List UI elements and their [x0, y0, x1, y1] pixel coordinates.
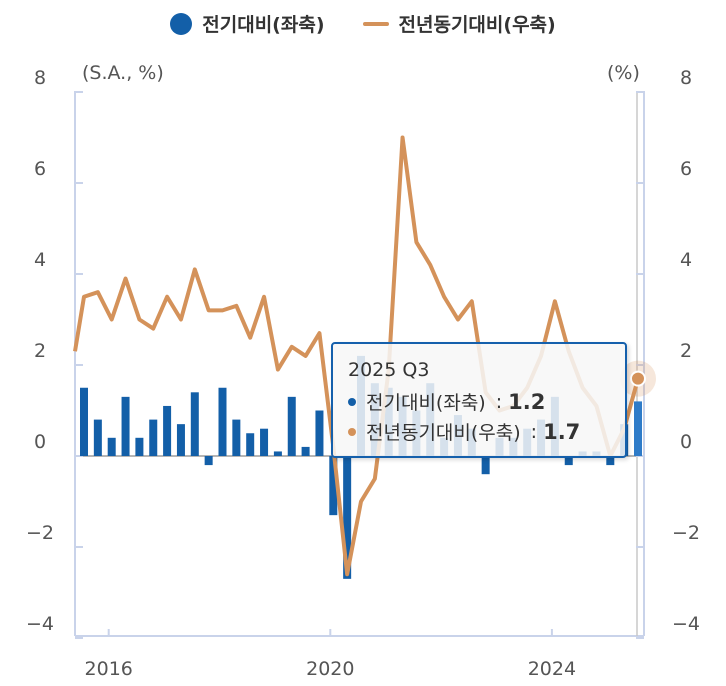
right-tick-label: 8	[680, 67, 692, 89]
left-tick-label: 8	[34, 67, 46, 89]
right-tick-label: −4	[672, 613, 700, 635]
bar	[204, 456, 213, 466]
x-tick-label: 2020	[306, 658, 354, 680]
bar	[135, 437, 144, 456]
bar	[232, 419, 241, 456]
right-tick-label: 6	[680, 158, 692, 180]
left-tick-label: −4	[26, 613, 54, 635]
tooltip: 2025 Q3 전기대비(좌축) : 1.2 전년동기대비(우축) : 1.7	[331, 342, 627, 458]
legend: 전기대비(좌축) 전년동기대비(우축)	[0, 10, 726, 37]
tooltip-qoq-label: 전기대비(좌축)	[366, 392, 486, 414]
bar	[176, 424, 185, 456]
tooltip-period: 2025 Q3	[348, 359, 430, 381]
bar	[218, 387, 227, 456]
x-tick-label: 2024	[528, 658, 576, 680]
right-tick-label: 0	[680, 431, 692, 453]
right-axis-unit: (%)	[607, 62, 640, 84]
left-axis-unit: (S.A., %)	[82, 62, 164, 84]
bar	[481, 456, 490, 475]
legend-line-icon	[362, 21, 389, 26]
tooltip-yoy-value: 1.7	[543, 419, 581, 444]
x-tick-label: 2016	[85, 658, 133, 680]
bar	[80, 387, 88, 456]
legend-label-qoq: 전기대비(좌축)	[202, 14, 325, 36]
legend-label-yoy: 전년동기대비(우축)	[398, 14, 556, 36]
bar	[273, 451, 282, 456]
bar	[107, 437, 116, 456]
left-tick-label: 2	[34, 340, 46, 362]
right-tick-label: 4	[680, 249, 692, 271]
legend-circle-icon	[170, 12, 193, 35]
bar	[163, 405, 172, 456]
bar	[301, 446, 310, 456]
bar	[121, 396, 130, 456]
bar	[606, 456, 615, 466]
bar	[190, 392, 199, 456]
bullet-icon	[348, 427, 356, 436]
tooltip-yoy-label: 전년동기대비(우축)	[366, 422, 521, 444]
tooltip-row-qoq: 전기대비(좌축) : 1.2	[348, 388, 545, 415]
left-tick-label: 0	[34, 431, 46, 453]
highlight-marker	[630, 370, 646, 387]
right-tick-label: −2	[672, 522, 700, 544]
bar	[93, 419, 102, 456]
tooltip-row-yoy: 전년동기대비(우축) : 1.7	[348, 418, 580, 445]
right-tick-label: 2	[680, 340, 692, 362]
bar	[315, 410, 324, 456]
left-tick-label: −2	[26, 522, 54, 544]
bar	[246, 433, 255, 456]
bar	[260, 428, 269, 456]
legend-item-yoy[interactable]: 전년동기대비(우축)	[362, 10, 556, 37]
legend-item-qoq[interactable]: 전기대비(좌축)	[170, 10, 325, 37]
bar	[149, 419, 158, 456]
bar	[343, 456, 352, 579]
left-tick-label: 6	[34, 158, 46, 180]
bullet-icon	[348, 397, 356, 406]
tooltip-separator: :	[495, 390, 503, 413]
bar	[329, 456, 338, 516]
tooltip-qoq-value: 1.2	[508, 389, 546, 414]
left-tick-label: 4	[34, 249, 46, 271]
bar	[287, 396, 296, 456]
bar	[634, 401, 642, 456]
bar	[564, 456, 573, 466]
tooltip-separator: :	[530, 420, 538, 443]
